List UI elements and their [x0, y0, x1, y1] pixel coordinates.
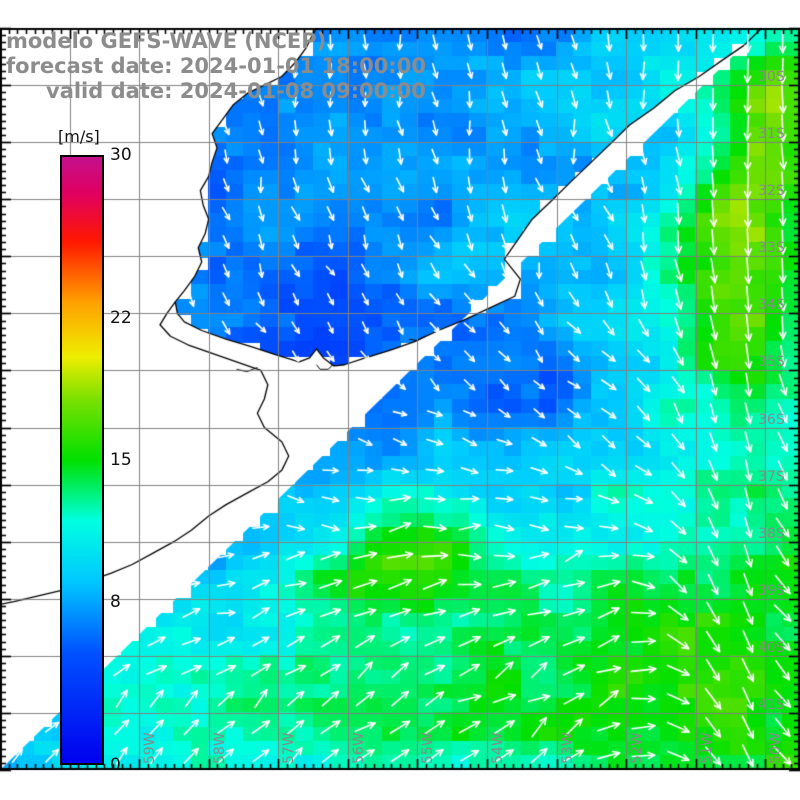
colorbar-tick-0: 0 [110, 755, 121, 775]
title-forecast-date: forecast date: 2024-01-01 18:00:00 [6, 54, 426, 78]
title-valid-date: valid date: 2024-01-08 09:00:00 [46, 79, 426, 103]
colorbar-tick-30: 30 [110, 145, 132, 165]
colorbar-tick-8: 8 [110, 592, 121, 613]
colorbar-tick-22: 22 [110, 307, 132, 328]
colorbar-gradient [60, 155, 104, 765]
figure-title: modelo GEFS-WAVE (NCEP) forecast date: 2… [0, 29, 520, 104]
colorbar-tick-15: 15 [110, 450, 132, 470]
colorbar-units-label: [m/s] [58, 127, 100, 146]
title-model-line: modelo GEFS-WAVE (NCEP) [6, 29, 327, 53]
